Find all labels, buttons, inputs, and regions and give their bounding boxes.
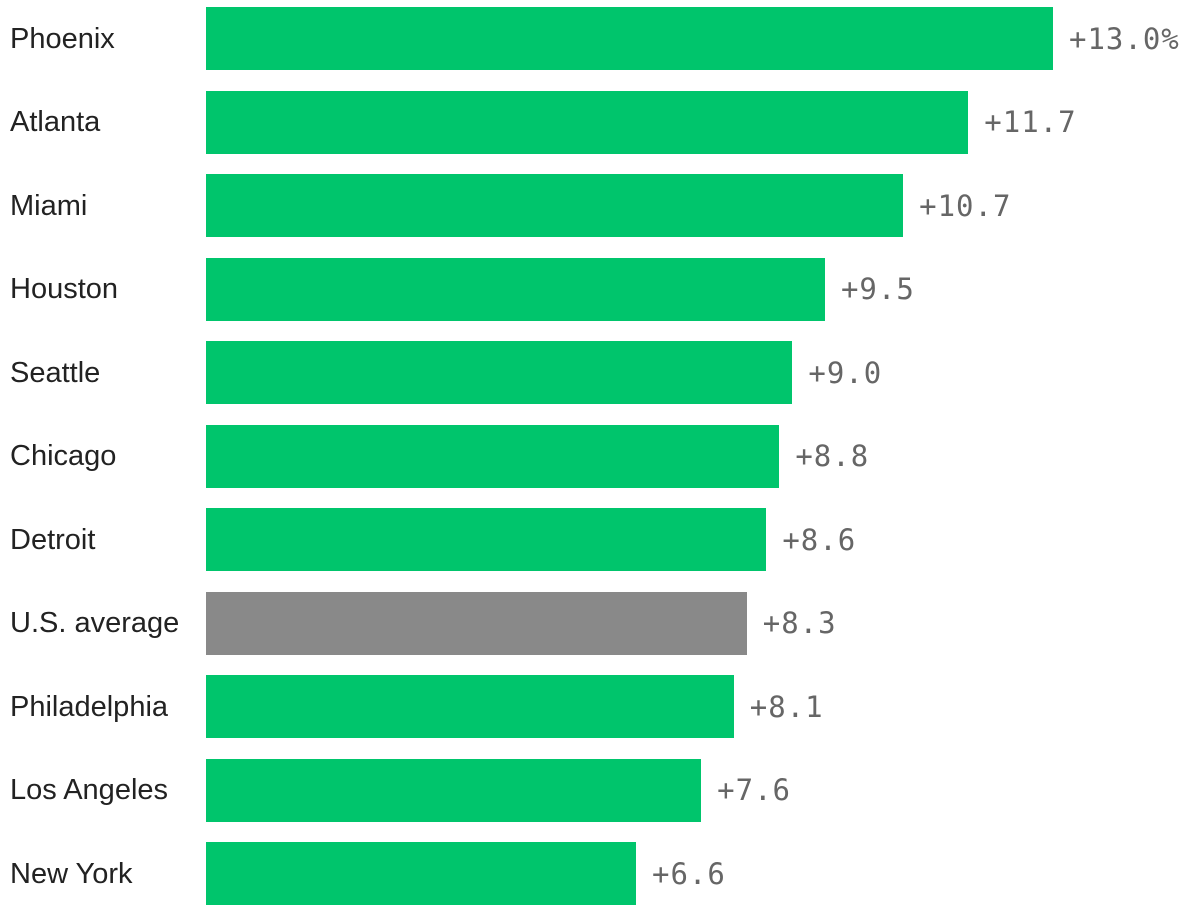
value-label: +8.1 xyxy=(749,689,824,724)
category-label: Seattle xyxy=(10,356,101,389)
category-label: Houston xyxy=(10,273,119,305)
bar-seattle xyxy=(206,341,793,404)
category-label: Atlanta xyxy=(10,106,101,138)
value-label: +11.7 xyxy=(984,105,1077,139)
bar-los-angeles xyxy=(206,758,702,822)
bar-detroit xyxy=(206,508,767,571)
category-label: New York xyxy=(10,857,133,890)
bar-chicago xyxy=(206,424,780,488)
value-label: +6.6 xyxy=(652,856,726,891)
bar-new-york xyxy=(206,842,636,905)
value-label: +9.5 xyxy=(840,272,915,306)
category-label: Los Angeles xyxy=(10,774,169,806)
category-label: Chicago xyxy=(10,440,117,472)
value-label: +7.6 xyxy=(717,773,791,807)
bar-miami xyxy=(206,174,904,237)
category-label: Phoenix xyxy=(10,22,115,55)
value-label: +13.0% xyxy=(1069,21,1180,56)
value-label: +8.3 xyxy=(762,606,837,640)
bar-houston xyxy=(206,257,825,321)
value-label: +9.0 xyxy=(808,355,883,390)
category-label: Detroit xyxy=(10,523,96,556)
value-label: +10.7 xyxy=(919,188,1012,223)
category-label: U.S. average xyxy=(10,607,180,639)
value-label: +8.8 xyxy=(795,439,870,473)
bar-atlanta xyxy=(206,90,969,154)
category-label: Miami xyxy=(10,189,88,222)
category-label: Philadelphia xyxy=(10,690,169,723)
value-label: +8.6 xyxy=(782,522,857,557)
bar-philadelphia xyxy=(206,675,734,738)
bar-phoenix xyxy=(206,7,1053,70)
bar-u-s-average xyxy=(206,591,747,655)
